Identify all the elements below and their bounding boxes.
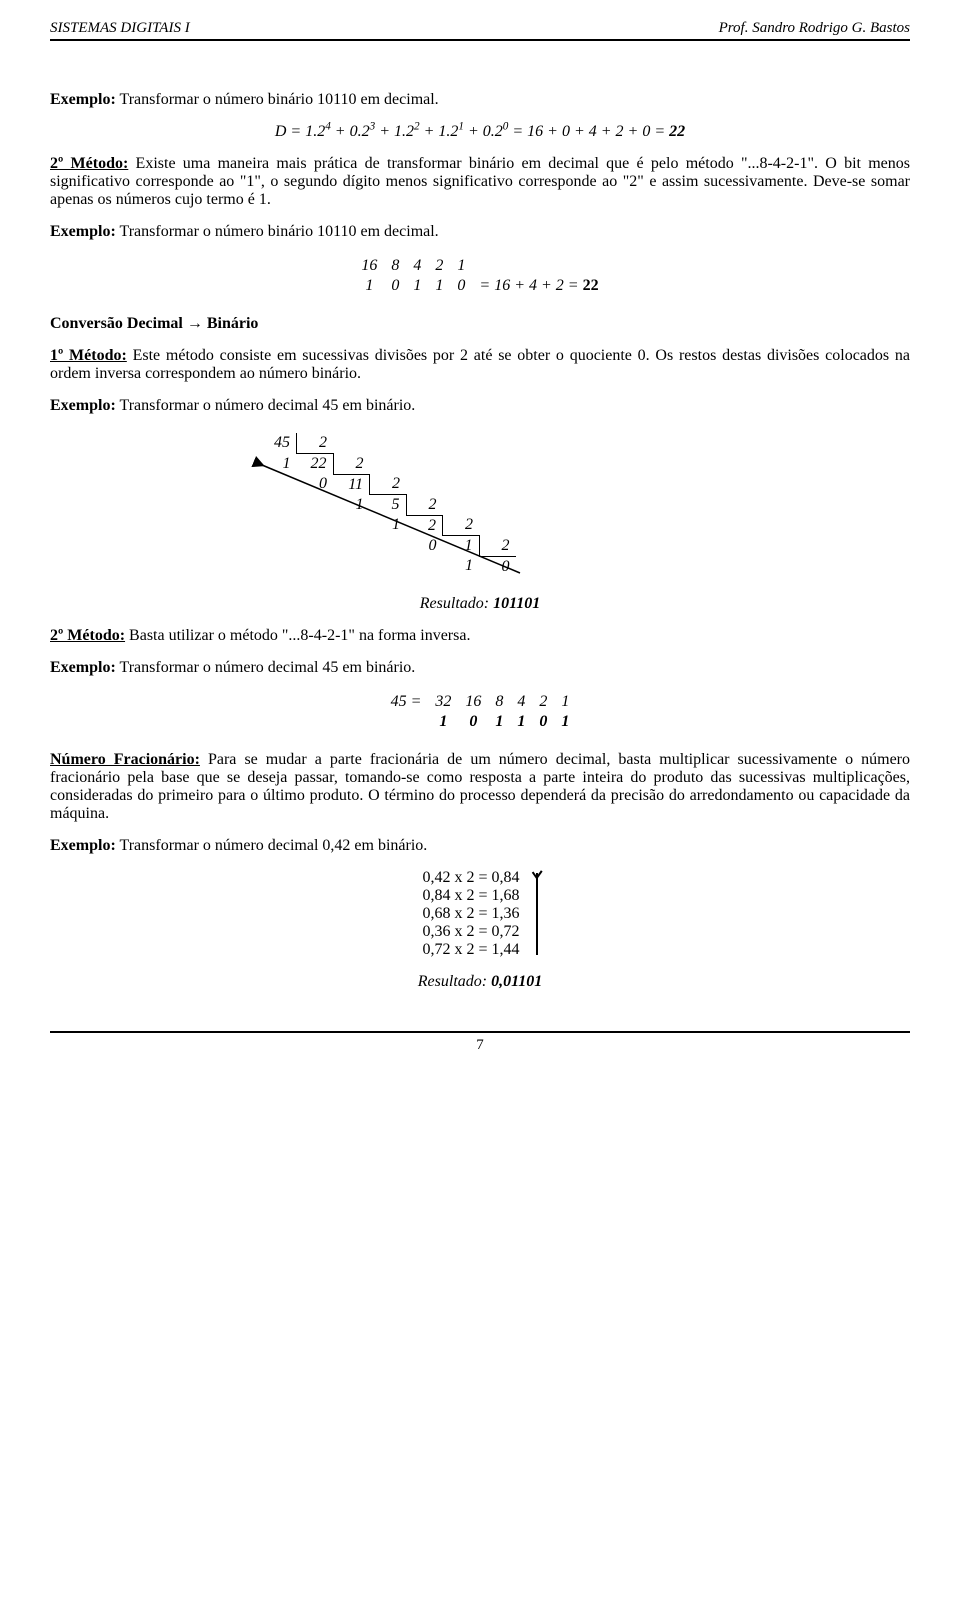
result-2-value: 0,01101 [491,973,542,990]
method-1b: 1º Método: Este método consiste em suces… [50,347,910,383]
frac-line: 0,68 x 2 = 1,36 [422,905,519,923]
frac-line: 0,42 x 2 = 0,84 [422,869,519,887]
fractional-number: Número Fracionário: Para se mudar a part… [50,751,910,823]
frac-line: 0,36 x 2 = 0,72 [422,923,519,941]
example-3-label: Exemplo: [50,397,116,414]
down-arrow-icon [536,873,538,955]
example-1-text: Transformar o número binário 10110 em de… [116,91,439,108]
result-1-value: 101101 [493,595,540,612]
result-1-label: Resultado: [420,595,493,612]
header-left: SISTEMAS DIGITAIS I [50,20,190,37]
result-2-label: Resultado: [418,973,491,990]
method-2-text: Existe uma maneira mais prática de trans… [50,155,910,208]
example-4-text: Transformar o número decimal 45 em binár… [116,659,416,676]
page-number: 7 [50,1031,910,1054]
method-2b-text: Basta utilizar o método "...8-4-2-1" na … [125,627,470,644]
fraction-multiplications: 0,42 x 2 = 0,84 0,84 x 2 = 1,68 0,68 x 2… [50,869,910,959]
frac-line: 0,84 x 2 = 1,68 [422,887,519,905]
method-2: 2º Método: Existe uma maneira mais práti… [50,155,910,209]
example-3: Exemplo: Transformar o número decimal 45… [50,397,910,415]
example-1-label: Exemplo: [50,91,116,108]
method-2b: 2º Método: Basta utilizar o método "...8… [50,627,910,645]
method-1b-label: 1º Método: [50,347,127,364]
example-4: Exemplo: Transformar o número decimal 45… [50,659,910,677]
method-2-label: 2º Método: [50,155,128,172]
method-2b-label: 2º Método: [50,627,125,644]
example-2-label: Exemplo: [50,223,116,240]
example-2: Exemplo: Transformar o número binário 10… [50,223,910,241]
header-right: Prof. Sandro Rodrigo G. Bastos [719,20,910,37]
frac-line: 0,72 x 2 = 1,44 [422,941,519,959]
method-1b-text: Este método consiste em sucessivas divis… [50,347,910,382]
example-2-equation: 168421 10110= 16 + 4 + 2 = 22 [353,255,606,297]
result-1: Resultado: 101101 [50,595,910,613]
example-1: Exemplo: Transformar o número binário 10… [50,91,910,109]
fractional-number-label: Número Fracionário: [50,751,200,768]
example-4-label: Exemplo: [50,659,116,676]
section-conv-dec-bin: Conversão Decimal → Binário [50,315,910,333]
division-diagram: 452 1222 0112 152 122 012 10 [260,433,910,577]
example-2-text: Transformar o número binário 10110 em de… [116,223,439,240]
example-3-text: Transformar o número decimal 45 em binár… [116,397,416,414]
example-5-text: Transformar o número decimal 0,42 em bin… [116,837,428,854]
example-1-equation: D = 1.24 + 0.23 + 1.22 + 1.21 + 0.20 = 1… [50,123,910,141]
result-2: Resultado: 0,01101 [50,973,910,991]
example-5-label: Exemplo: [50,837,116,854]
example-4-equation: 45 =32168421 101101 [383,691,578,733]
example-5: Exemplo: Transformar o número decimal 0,… [50,837,910,855]
page-header: SISTEMAS DIGITAIS I Prof. Sandro Rodrigo… [50,20,910,41]
